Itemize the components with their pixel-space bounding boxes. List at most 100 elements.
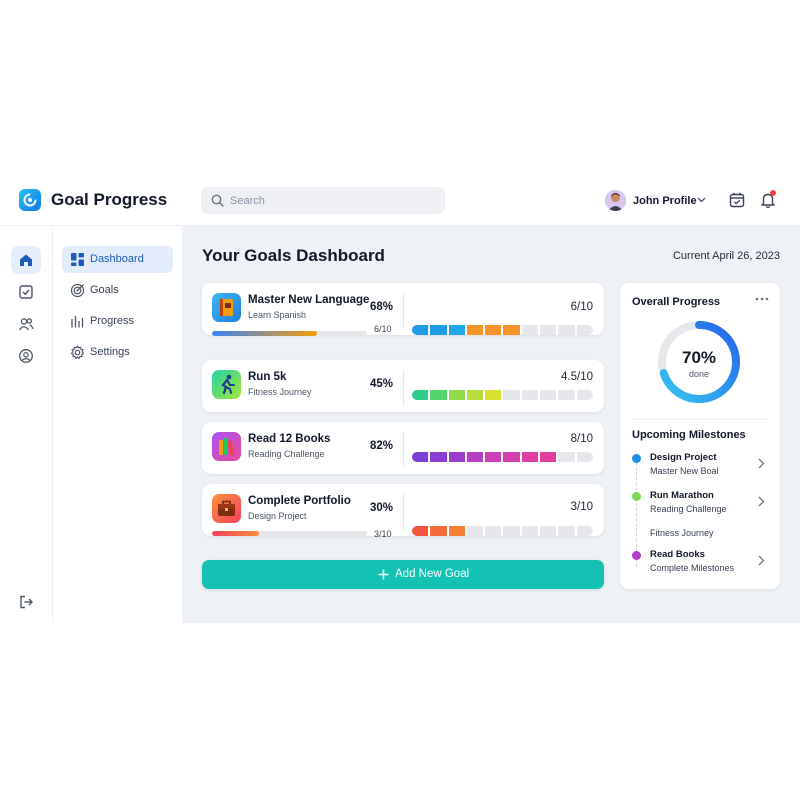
panel-divider	[632, 419, 768, 420]
profile-name: John Profile	[633, 195, 697, 207]
segment-empty	[540, 325, 557, 335]
search-icon	[211, 194, 224, 207]
goal-segment-bar	[412, 452, 593, 462]
segment-filled	[503, 452, 520, 462]
segment-filled	[485, 452, 502, 462]
more-options-icon[interactable]	[754, 292, 770, 306]
logout-icon	[20, 595, 33, 609]
segment-filled	[412, 452, 429, 462]
add-goal-button[interactable]: Add New Goal	[202, 560, 604, 589]
milestone-extra-line: Fitness Journey	[650, 528, 714, 538]
plus-icon	[378, 569, 389, 580]
goal-card[interactable]: Complete Portfolio Design Project 30% 3/…	[202, 484, 604, 539]
progress-ring-arc	[658, 321, 740, 403]
card-divider	[403, 293, 404, 329]
segment-empty	[521, 526, 539, 536]
card-divider	[403, 432, 404, 468]
bar-chart-icon	[71, 316, 84, 328]
segment-empty	[521, 390, 539, 400]
overall-progress-panel: Overall Progress 70% done Upcoming Miles…	[620, 283, 780, 589]
bell-icon[interactable]	[759, 191, 777, 209]
segment-empty	[540, 526, 557, 536]
chevron-right-icon	[758, 496, 765, 507]
card-divider	[403, 370, 404, 406]
target-icon	[70, 283, 85, 298]
profile-menu[interactable]: John Profile	[605, 190, 710, 212]
segment-filled	[412, 526, 429, 536]
milestone-dot	[632, 454, 641, 463]
segment-empty	[576, 390, 593, 400]
goal-card[interactable]: Read 12 Books Reading Challenge 82% 8/10	[202, 422, 604, 474]
logout-button[interactable]	[14, 590, 38, 614]
sidebar-item-label: Goals	[90, 284, 119, 296]
chevron-right-icon	[758, 555, 765, 566]
goal-card[interactable]: Master New Language Learn Spanish 68% 6/…	[202, 283, 604, 336]
goal-card[interactable]: Run 5k Fitness Journey 45% 4.5/10	[202, 360, 604, 412]
segment-filled	[485, 390, 502, 400]
milestone-name: Run Marathon	[650, 490, 714, 501]
rail-account-button[interactable]	[11, 342, 41, 370]
rail-team-button[interactable]	[11, 310, 41, 338]
segment-empty	[576, 526, 593, 536]
goal-percent: 68%	[370, 301, 394, 313]
segment-filled	[503, 325, 520, 335]
milestone-subtitle: Reading Challenge	[650, 504, 727, 514]
segment-empty	[466, 526, 484, 536]
segment-empty	[558, 390, 575, 400]
sidebar-item-dashboard[interactable]: Dashboard	[62, 246, 173, 273]
milestone-item[interactable]: Design Project Master New Boal	[632, 452, 768, 480]
sidebar-item-settings[interactable]: Settings	[62, 339, 173, 366]
chevron-right-icon	[758, 458, 765, 469]
goal-segment-bar	[412, 325, 593, 335]
user-circle-icon	[19, 349, 33, 363]
milestone-timeline	[636, 457, 637, 567]
notification-badge	[770, 190, 776, 196]
sidebar-item-label: Dashboard	[90, 253, 144, 265]
segment-filled	[466, 390, 484, 400]
progress-ring	[658, 321, 740, 403]
segment-empty	[576, 325, 593, 335]
segment-filled	[412, 390, 429, 400]
users-icon	[18, 318, 34, 331]
segment-filled	[485, 325, 502, 335]
goal-segment-bar	[412, 390, 593, 400]
search-bar[interactable]	[201, 187, 445, 214]
segment-empty	[503, 390, 520, 400]
goal-percent: 82%	[370, 440, 394, 452]
rail-tasks-button[interactable]	[11, 278, 41, 306]
segment-filled	[466, 325, 484, 335]
segment-filled	[430, 390, 447, 400]
sidebar-item-label: Settings	[90, 346, 130, 358]
milestone-item[interactable]: Run Marathon Reading Challenge	[632, 490, 768, 518]
segment-filled	[430, 325, 447, 335]
goal-percent: 45%	[370, 378, 394, 390]
milestone-dot	[632, 551, 641, 560]
segment-empty	[521, 325, 539, 335]
calendar-icon[interactable]	[728, 191, 746, 209]
segment-empty	[540, 390, 557, 400]
rail-home-button[interactable]	[11, 246, 41, 274]
goal-subtitle: Fitness Journey	[248, 387, 312, 397]
sidebar-item-progress[interactable]: Progress	[62, 308, 173, 335]
segment-filled	[448, 452, 465, 462]
milestone-name: Read Books	[650, 549, 705, 560]
sidebar-item-goals[interactable]: Goals	[62, 277, 173, 304]
milestone-item[interactable]: Read Books Complete Milestones	[632, 549, 768, 577]
chevron-down-icon	[697, 197, 706, 203]
app-logo-icon	[19, 189, 41, 211]
segment-filled	[430, 526, 447, 536]
search-input[interactable]	[230, 187, 435, 214]
segment-empty	[558, 526, 575, 536]
goal-segment-bar	[412, 526, 593, 536]
books-icon	[212, 432, 241, 461]
avatar	[605, 190, 626, 211]
goal-progress-bar	[212, 331, 367, 336]
segment-empty	[558, 325, 575, 335]
card-divider	[403, 494, 404, 530]
panel-title: Overall Progress	[632, 296, 721, 308]
goal-count: 3/10	[374, 529, 392, 539]
goal-percent: 30%	[370, 502, 394, 514]
checkbox-icon	[19, 285, 33, 299]
segment-filled	[448, 526, 465, 536]
segment-filled	[540, 452, 557, 462]
